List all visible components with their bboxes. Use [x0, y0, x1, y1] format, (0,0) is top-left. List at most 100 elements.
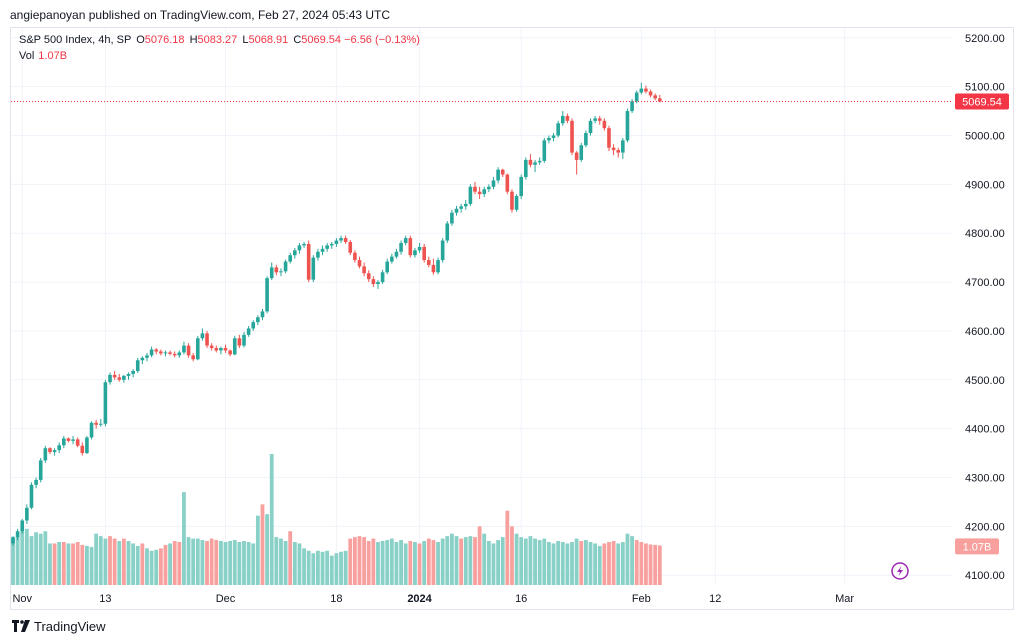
candle: [279, 268, 283, 277]
volume-bar: [195, 538, 200, 585]
candle-body: [621, 140, 625, 153]
volume-bar: [630, 536, 634, 585]
symbol-label[interactable]: S&P 500 Index, 4h, SP: [19, 34, 132, 46]
x-tick-label: Dec: [216, 593, 236, 605]
candle-body: [533, 162, 537, 165]
publish-line: angiepanoyan published on TradingView.co…: [10, 8, 391, 22]
candle-body: [232, 338, 237, 355]
volume-bar: [57, 542, 62, 585]
candle: [463, 199, 468, 210]
candle: [232, 335, 237, 356]
candle-body: [34, 479, 38, 485]
candle: [403, 235, 408, 246]
candle: [597, 115, 602, 125]
volume-bar: [454, 536, 459, 585]
volume-bar: [537, 540, 542, 585]
volume-bar: [611, 541, 616, 585]
candle-body: [413, 250, 417, 256]
candle: [616, 147, 621, 158]
low-label: L: [242, 34, 249, 46]
candle: [602, 118, 607, 131]
candle-body: [52, 450, 57, 453]
candle: [43, 445, 48, 463]
volume-bar: [182, 492, 186, 585]
candle-body: [394, 251, 399, 257]
candle: [251, 320, 256, 331]
candle: [450, 209, 454, 226]
volume-bar: [288, 531, 293, 585]
candle-body: [357, 260, 362, 267]
candle: [574, 151, 579, 175]
candle: [186, 343, 191, 358]
candle-body: [71, 439, 75, 441]
volume-bar: [168, 543, 172, 585]
volume-bar: [325, 550, 330, 585]
volume-bar: [38, 533, 43, 585]
candle: [371, 276, 376, 287]
candle-body: [537, 160, 542, 163]
volume-bar: [399, 540, 403, 585]
candle-body: [477, 191, 482, 195]
candle-body: [496, 169, 500, 181]
candle: [343, 235, 348, 244]
candle-body: [611, 147, 616, 151]
candle: [427, 256, 431, 268]
volume-bar: [616, 543, 621, 585]
candle: [644, 85, 648, 94]
volume-bar: [620, 542, 625, 585]
candle-body: [311, 257, 316, 280]
volume-bar: [653, 544, 658, 585]
candle: [496, 167, 500, 184]
lightning-icon[interactable]: [891, 562, 909, 580]
candle-body: [473, 186, 477, 192]
candle-body: [560, 115, 565, 124]
candle-body: [639, 88, 644, 93]
candle-body: [62, 438, 66, 446]
volume-bar: [214, 540, 219, 585]
volume-bar: [108, 536, 112, 585]
volume-bar: [61, 542, 66, 585]
volume-label: Vol: [19, 50, 35, 62]
volume-bar: [426, 538, 431, 585]
candle-body: [524, 159, 528, 178]
volume-bar: [380, 541, 385, 585]
candle: [491, 177, 496, 190]
candle-body: [658, 98, 662, 102]
candle: [25, 504, 29, 524]
candle: [228, 349, 232, 357]
y-tick-label: 4600.00: [965, 326, 1005, 338]
candle: [556, 120, 560, 138]
candle: [29, 482, 34, 510]
candle-body: [265, 278, 269, 312]
candle: [219, 346, 223, 355]
volume-bar: [542, 538, 547, 585]
candle: [57, 442, 61, 454]
candle: [653, 93, 657, 101]
candle-body: [422, 246, 426, 261]
volume-bar: [329, 555, 334, 585]
candle-body: [644, 88, 648, 92]
candle-body: [200, 333, 205, 339]
volume-bar: [11, 538, 15, 585]
volume-bar: [154, 549, 159, 585]
candle-body: [108, 374, 112, 383]
candle: [237, 334, 242, 349]
candle: [584, 130, 588, 148]
volume-bar: [98, 536, 103, 585]
close-value: 5069.54: [301, 34, 342, 46]
candle-body: [329, 243, 334, 246]
last-volume-badge: 1.07B: [955, 538, 999, 555]
candle: [75, 437, 80, 448]
volume-bar: [52, 543, 57, 585]
candle: [246, 326, 251, 337]
y-tick-label: 4100.00: [965, 570, 1005, 582]
chart-frame: [10, 27, 1014, 610]
volume-bar: [523, 538, 528, 585]
candle-body: [403, 238, 408, 243]
volume-bar: [560, 542, 565, 585]
candle-body: [131, 370, 135, 374]
volume-bar: [316, 550, 320, 585]
volume-bar: [297, 543, 302, 585]
candle-body: [15, 531, 20, 538]
